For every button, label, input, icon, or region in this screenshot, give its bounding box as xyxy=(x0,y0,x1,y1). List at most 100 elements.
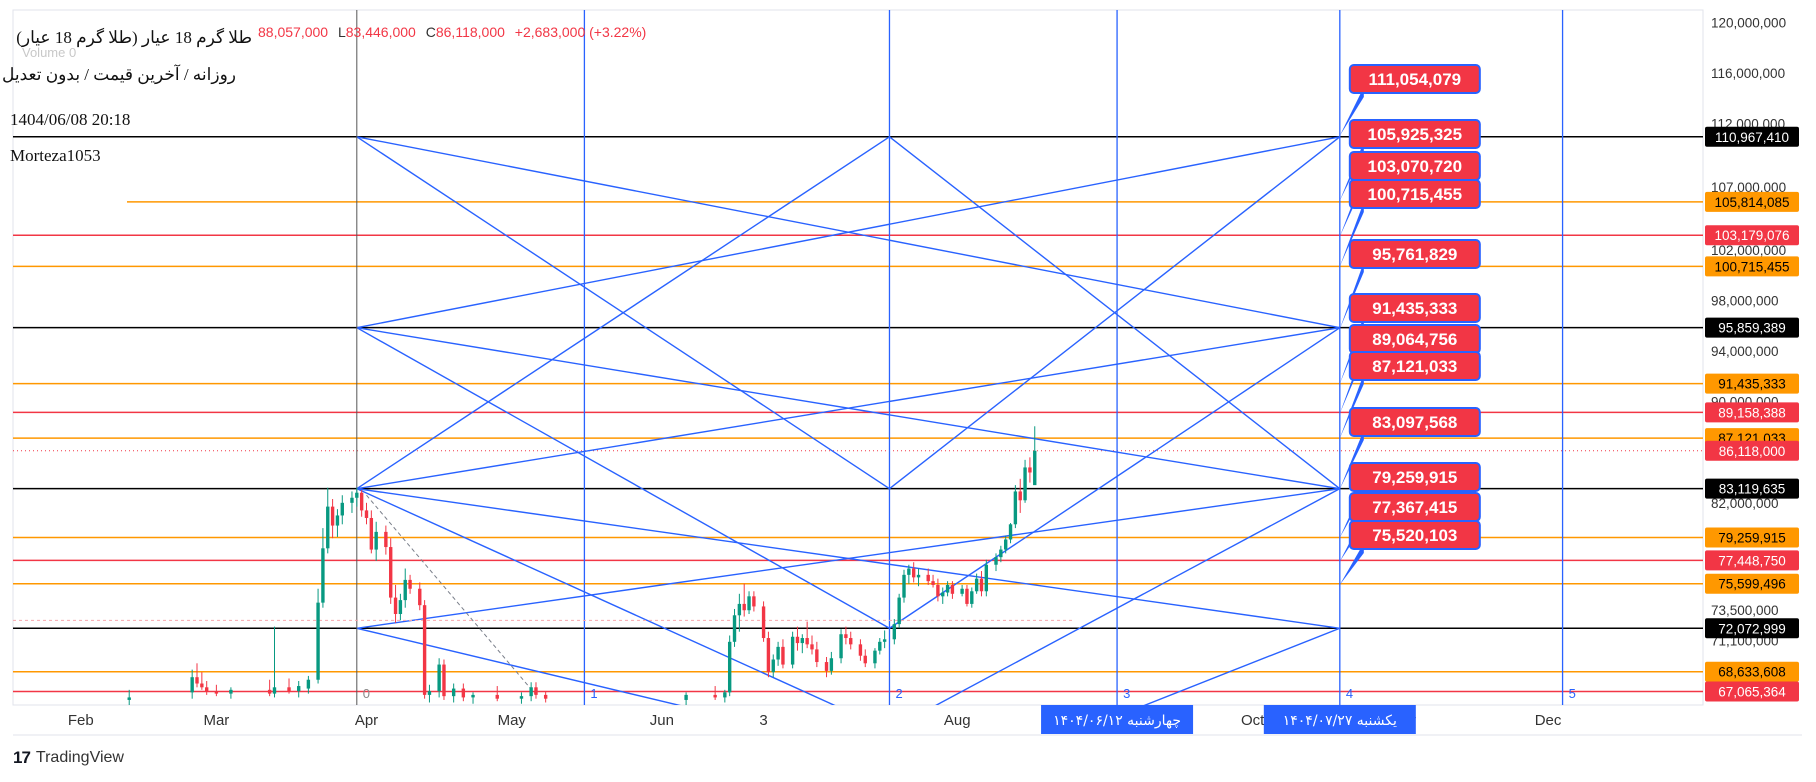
fan-line xyxy=(356,627,681,705)
candle-body xyxy=(766,638,771,673)
fan-line xyxy=(356,488,836,705)
price-tick-label: 102,000,000 xyxy=(1711,243,1786,258)
candle-body xyxy=(519,696,524,699)
level-price-label: 67,065,364 xyxy=(1718,685,1786,700)
candle-body xyxy=(437,664,441,692)
candle-body xyxy=(844,634,848,639)
candle-body xyxy=(829,658,834,671)
candle-body xyxy=(873,650,877,664)
candle-body xyxy=(863,655,867,664)
level-price-label: 89,158,388 xyxy=(1718,405,1786,420)
price-tick-label: 98,000,000 xyxy=(1711,294,1779,309)
candle-body xyxy=(1018,491,1022,501)
level-price-label: 68,633,608 xyxy=(1718,665,1786,680)
header-author: Morteza1053 xyxy=(10,146,101,165)
ohlc-readout: 88,057,000 L83,446,000 C86,118,000 +2,68… xyxy=(258,24,646,40)
price-tick-label: 82,000,000 xyxy=(1711,496,1779,511)
candle-body xyxy=(800,638,805,644)
callout-text: 95,761,829 xyxy=(1372,245,1457,264)
ohlc-change: +2,683,000 (+3.22%) xyxy=(514,24,647,40)
candle-body xyxy=(999,549,1003,558)
candle-body xyxy=(427,691,432,695)
candle-body xyxy=(747,596,751,611)
level-price-box xyxy=(1705,527,1799,548)
callout-box xyxy=(1348,351,1481,381)
candle-body xyxy=(945,584,950,593)
level-price-label: 83,119,635 xyxy=(1719,482,1786,497)
level-price-label: 75,599,496 xyxy=(1718,577,1786,592)
time-axis[interactable]: FebMarAprMayJun3AugOctNovDecچهارشنبه ۱۴۰… xyxy=(68,705,1562,734)
candle-body xyxy=(195,677,199,684)
candle-body xyxy=(839,634,843,659)
date-badge-label: چهارشنبه ۱۴۰۴/۰۶/۱۲ xyxy=(1053,713,1181,729)
time-tick-label: Aug xyxy=(944,712,971,729)
fan-line xyxy=(935,488,1341,705)
callout-box xyxy=(1348,293,1481,323)
candle-body xyxy=(984,564,989,592)
date-badge-label: یکشنبه ۱۴۰۴/۰۷/۲۷ xyxy=(1283,713,1397,729)
candlesticks xyxy=(127,426,1037,705)
level-price-box xyxy=(1705,126,1799,147)
candle-body xyxy=(359,492,364,511)
candle-body xyxy=(408,579,412,589)
level-price-label: 72,072,999 xyxy=(1718,621,1786,636)
candle-body xyxy=(994,557,998,565)
price-tick-label: 116,000,000 xyxy=(1711,66,1785,81)
candle-body xyxy=(950,584,955,594)
candle-body xyxy=(824,662,829,671)
candle-body xyxy=(965,588,969,604)
candle-body xyxy=(384,531,388,548)
candle-body xyxy=(907,568,911,575)
level-price-box xyxy=(1705,681,1799,702)
level-price-box xyxy=(1705,256,1799,277)
candle-body xyxy=(727,641,732,693)
candle-body xyxy=(200,683,204,688)
fan-line xyxy=(889,136,1341,490)
callout-text: 89,064,756 xyxy=(1372,330,1457,349)
candle-body xyxy=(190,677,194,693)
candle-body xyxy=(214,691,219,694)
callout-box xyxy=(1348,520,1481,550)
ohlc-low: 83,446,000 xyxy=(345,24,416,40)
price-axis[interactable]: 120,000,000116,000,000112,000,000107,000… xyxy=(1705,16,1799,702)
level-price-box xyxy=(1705,373,1799,394)
header-subtitle: روزانه / آخرین قیمت / بدون تعدیل xyxy=(1,65,236,84)
candle-body xyxy=(364,510,369,518)
candle-body xyxy=(1003,539,1008,550)
candle-body xyxy=(892,624,897,640)
candle-body xyxy=(534,687,538,695)
candle-body xyxy=(931,581,935,585)
candle-body xyxy=(398,600,403,615)
level-price-box xyxy=(1705,225,1799,246)
callout-text: 105,925,325 xyxy=(1368,125,1463,144)
callout-box xyxy=(1348,119,1481,149)
price-callout: 87,121,033 xyxy=(1339,351,1481,439)
candle-body xyxy=(897,597,901,625)
candle-body xyxy=(979,578,984,592)
time-tick-label: Feb xyxy=(68,712,94,729)
price-callout: 100,715,455 xyxy=(1339,179,1481,267)
callout-pointer xyxy=(1339,316,1364,384)
time-tick-label: May xyxy=(498,712,527,729)
ohlc-close: 86,118,000 xyxy=(435,24,505,40)
cycle-label: 2 xyxy=(895,686,902,701)
candle-body xyxy=(1023,467,1027,501)
candle-body xyxy=(1013,491,1018,525)
cycle-label: 3 xyxy=(1123,686,1130,701)
price-callout: 91,435,333 xyxy=(1339,293,1481,384)
volume-readout: Volume 0 xyxy=(22,45,76,60)
cycle-label: 1 xyxy=(590,686,597,701)
callout-text: 103,070,720 xyxy=(1368,157,1463,176)
callout-pointer xyxy=(1339,430,1364,489)
callout-pointer xyxy=(1339,202,1364,267)
candle-body xyxy=(350,497,354,503)
level-price-label: 100,715,455 xyxy=(1714,259,1789,274)
candle-body xyxy=(960,588,964,594)
cycle-label: 0 xyxy=(363,686,370,701)
price-callout: 83,097,568 xyxy=(1339,407,1481,489)
tradingview-brand[interactable]: 17 TradingView xyxy=(13,748,124,768)
level-price-box xyxy=(1705,661,1799,682)
candle-body xyxy=(267,689,272,694)
candle-body xyxy=(326,506,330,549)
